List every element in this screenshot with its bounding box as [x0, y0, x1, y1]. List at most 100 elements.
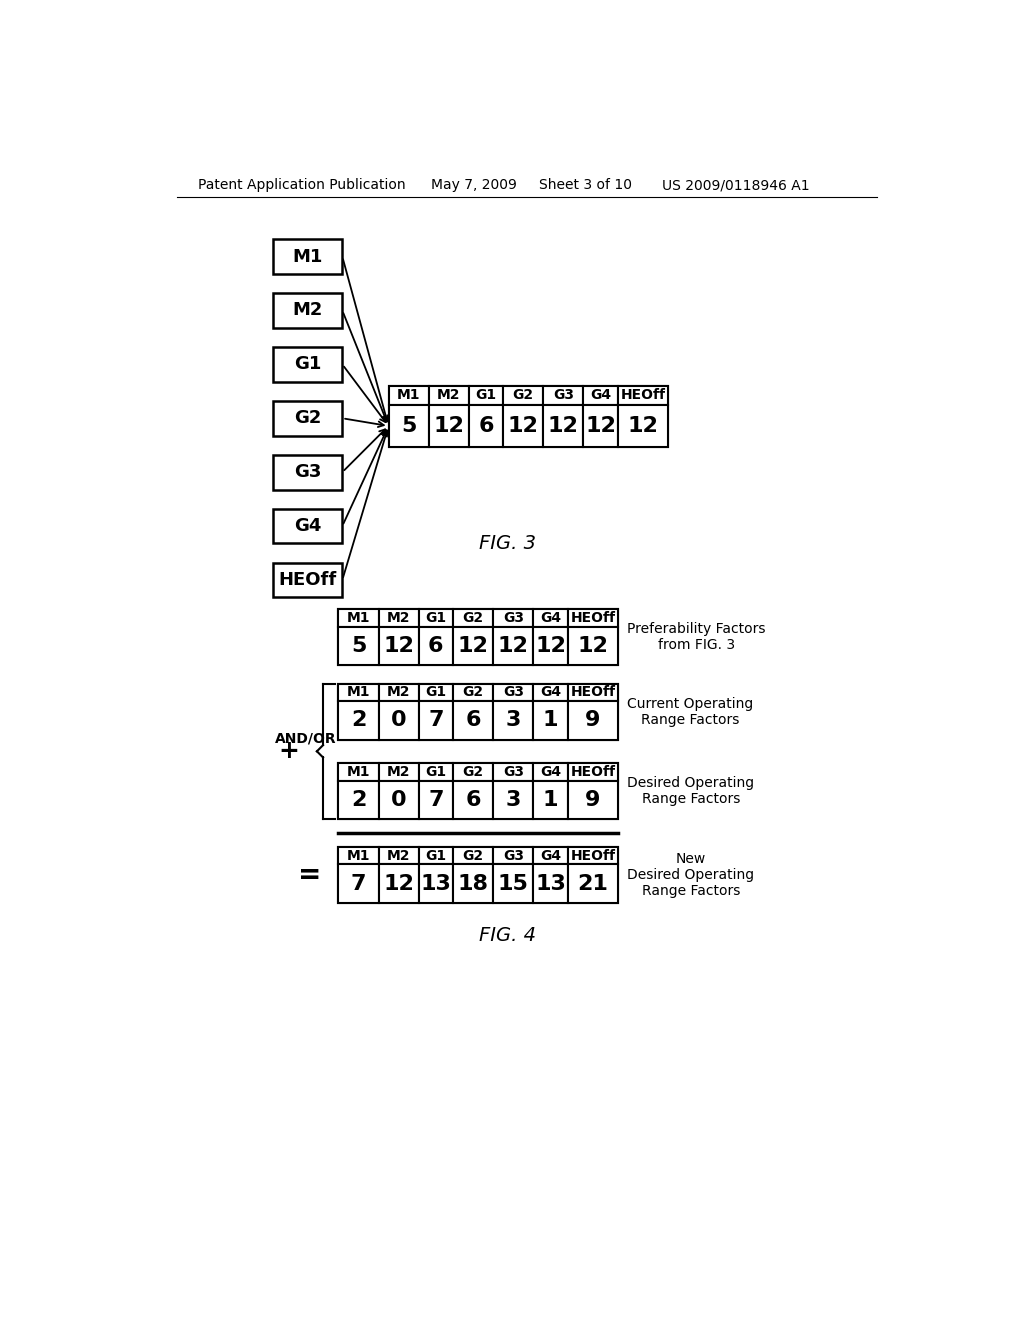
- Bar: [339, 609, 617, 665]
- Bar: [503, 385, 544, 405]
- Text: 1: 1: [543, 789, 558, 809]
- Text: 7: 7: [428, 710, 443, 730]
- Text: G1: G1: [425, 764, 446, 779]
- Text: HEOff: HEOff: [570, 849, 615, 863]
- Text: G4: G4: [540, 764, 561, 779]
- Bar: [419, 865, 454, 903]
- Bar: [339, 627, 379, 665]
- Bar: [454, 609, 494, 627]
- Text: 5: 5: [351, 636, 367, 656]
- Text: 2: 2: [351, 789, 367, 809]
- Text: 12: 12: [383, 636, 414, 656]
- Text: M2: M2: [293, 301, 323, 319]
- Text: G3: G3: [503, 849, 523, 863]
- Text: G1: G1: [425, 849, 446, 863]
- Text: G2: G2: [294, 409, 322, 428]
- Bar: [379, 701, 419, 739]
- Text: 12: 12: [536, 636, 566, 656]
- Bar: [544, 385, 584, 405]
- Bar: [339, 609, 379, 627]
- Bar: [617, 405, 668, 447]
- Text: HEOff: HEOff: [279, 572, 337, 589]
- Text: 3: 3: [506, 710, 521, 730]
- Bar: [494, 763, 534, 780]
- Bar: [568, 701, 617, 739]
- Text: Desired Operating
Range Factors: Desired Operating Range Factors: [628, 776, 755, 807]
- Bar: [379, 684, 419, 701]
- Text: G3: G3: [553, 388, 573, 403]
- Bar: [534, 701, 568, 739]
- Bar: [454, 780, 494, 818]
- Bar: [339, 780, 379, 818]
- Text: US 2009/0118946 A1: US 2009/0118946 A1: [662, 178, 810, 193]
- Bar: [568, 684, 617, 701]
- Text: G1: G1: [425, 685, 446, 700]
- Text: Preferability Factors
from FIG. 3: Preferability Factors from FIG. 3: [628, 622, 766, 652]
- Text: 6: 6: [428, 636, 443, 656]
- Text: 0: 0: [391, 710, 407, 730]
- Bar: [454, 701, 494, 739]
- Bar: [419, 684, 454, 701]
- Text: G3: G3: [294, 463, 322, 482]
- Bar: [469, 405, 503, 447]
- Bar: [339, 847, 617, 903]
- Bar: [273, 239, 342, 275]
- Text: G3: G3: [503, 685, 523, 700]
- Bar: [388, 385, 668, 447]
- Bar: [379, 763, 419, 780]
- Text: HEOff: HEOff: [570, 611, 615, 624]
- Text: FIG. 3: FIG. 3: [479, 533, 537, 553]
- Text: G2: G2: [463, 685, 483, 700]
- Text: G4: G4: [540, 611, 561, 624]
- Text: M1: M1: [396, 388, 420, 403]
- Text: 12: 12: [578, 636, 608, 656]
- Text: M1: M1: [347, 764, 371, 779]
- Text: G4: G4: [590, 388, 611, 403]
- Bar: [379, 847, 419, 865]
- Text: 9: 9: [586, 710, 601, 730]
- Bar: [617, 385, 668, 405]
- Bar: [339, 847, 379, 865]
- Text: 12: 12: [548, 416, 579, 436]
- Bar: [534, 763, 568, 780]
- Bar: [419, 847, 454, 865]
- Bar: [584, 405, 617, 447]
- Text: G2: G2: [463, 611, 483, 624]
- Bar: [494, 627, 534, 665]
- Text: M2: M2: [387, 764, 411, 779]
- Text: 9: 9: [586, 789, 601, 809]
- Bar: [339, 763, 617, 818]
- Bar: [273, 293, 342, 327]
- Text: 3: 3: [506, 789, 521, 809]
- Bar: [339, 865, 379, 903]
- Bar: [379, 865, 419, 903]
- Bar: [273, 347, 342, 381]
- Bar: [339, 763, 379, 780]
- Bar: [454, 627, 494, 665]
- Bar: [494, 780, 534, 818]
- Bar: [429, 385, 469, 405]
- Text: G3: G3: [503, 764, 523, 779]
- Bar: [568, 609, 617, 627]
- Text: Patent Application Publication: Patent Application Publication: [199, 178, 406, 193]
- Text: 13: 13: [421, 874, 452, 894]
- Bar: [429, 405, 469, 447]
- Text: 6: 6: [478, 416, 494, 436]
- Text: 12: 12: [458, 636, 488, 656]
- Bar: [494, 609, 534, 627]
- Text: AND/OR: AND/OR: [274, 733, 336, 746]
- Text: FIG. 4: FIG. 4: [479, 925, 537, 945]
- Text: G3: G3: [503, 611, 523, 624]
- Text: 13: 13: [536, 874, 566, 894]
- Text: M2: M2: [387, 685, 411, 700]
- Bar: [494, 701, 534, 739]
- Bar: [568, 763, 617, 780]
- Text: 12: 12: [585, 416, 616, 436]
- Text: 5: 5: [400, 416, 416, 436]
- Bar: [419, 701, 454, 739]
- Text: HEOff: HEOff: [570, 685, 615, 700]
- Text: M2: M2: [387, 849, 411, 863]
- Bar: [273, 562, 342, 598]
- Bar: [469, 385, 503, 405]
- Text: G1: G1: [475, 388, 497, 403]
